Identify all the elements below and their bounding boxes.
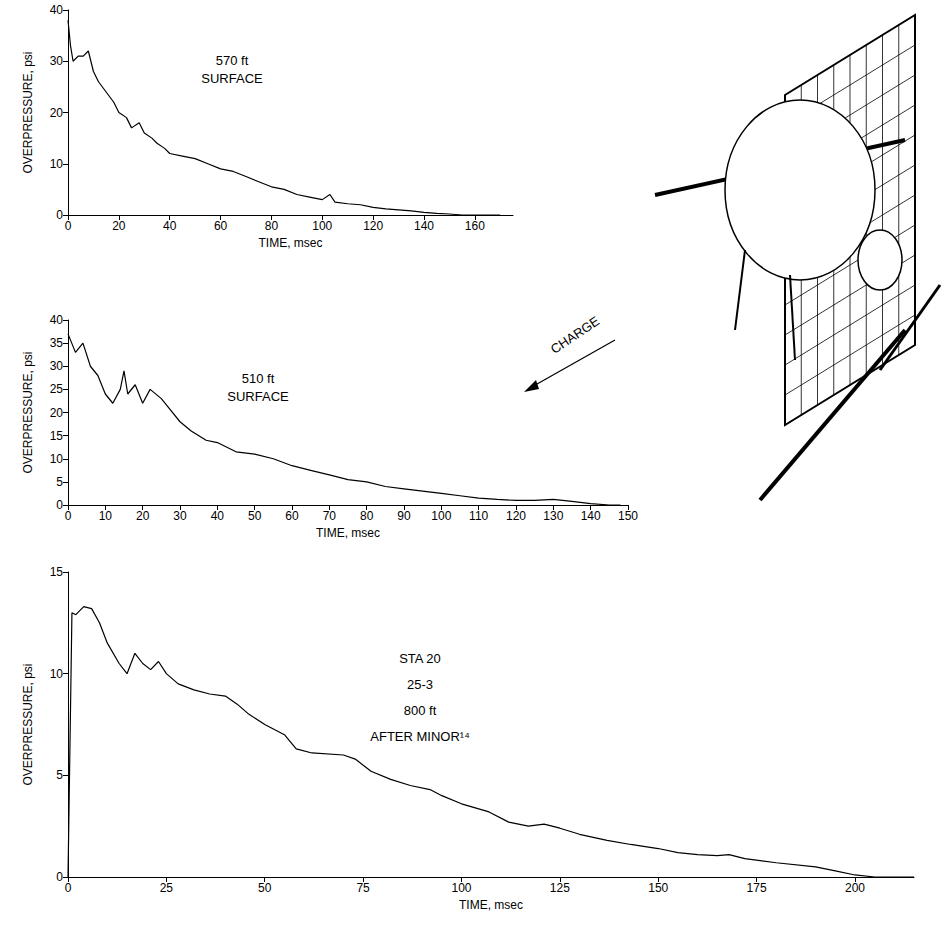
svg-text:25-3: 25-3 bbox=[407, 677, 433, 692]
svg-text:0: 0 bbox=[65, 881, 72, 895]
svg-text:125: 125 bbox=[550, 881, 570, 895]
svg-text:150: 150 bbox=[648, 881, 668, 895]
svg-text:SURFACE: SURFACE bbox=[227, 389, 289, 404]
svg-text:OVERPRESSURE, psi: OVERPRESSURE, psi bbox=[21, 51, 35, 173]
svg-text:30: 30 bbox=[50, 359, 64, 373]
svg-text:0: 0 bbox=[56, 498, 63, 512]
svg-text:510 ft: 510 ft bbox=[242, 371, 275, 386]
svg-text:110: 110 bbox=[469, 509, 488, 523]
svg-text:TIME, msec: TIME, msec bbox=[316, 526, 380, 540]
svg-text:140: 140 bbox=[414, 219, 434, 233]
svg-text:TIME, msec: TIME, msec bbox=[459, 898, 523, 912]
svg-text:20: 20 bbox=[112, 219, 126, 233]
svg-text:10: 10 bbox=[99, 509, 113, 523]
svg-text:5: 5 bbox=[56, 475, 63, 489]
svg-text:200: 200 bbox=[845, 881, 865, 895]
svg-text:AFTER MINOR¹⁴: AFTER MINOR¹⁴ bbox=[370, 729, 469, 744]
svg-text:75: 75 bbox=[356, 881, 370, 895]
svg-text:10: 10 bbox=[50, 667, 64, 681]
svg-text:80: 80 bbox=[265, 219, 279, 233]
svg-text:800 ft: 800 ft bbox=[404, 703, 437, 718]
svg-text:30: 30 bbox=[50, 54, 64, 68]
svg-text:40: 40 bbox=[163, 219, 177, 233]
svg-text:40: 40 bbox=[211, 509, 225, 523]
svg-text:35: 35 bbox=[50, 336, 64, 350]
svg-text:60: 60 bbox=[285, 509, 299, 523]
svg-text:0: 0 bbox=[65, 509, 72, 523]
svg-text:70: 70 bbox=[323, 509, 337, 523]
svg-text:STA 20: STA 20 bbox=[399, 651, 441, 666]
svg-text:10: 10 bbox=[50, 452, 64, 466]
svg-text:TIME, msec: TIME, msec bbox=[258, 236, 322, 250]
svg-text:CHARGE: CHARGE bbox=[548, 313, 603, 357]
svg-text:40: 40 bbox=[50, 313, 64, 327]
svg-text:100: 100 bbox=[312, 219, 332, 233]
svg-text:30: 30 bbox=[173, 509, 187, 523]
svg-text:60: 60 bbox=[214, 219, 228, 233]
svg-text:0: 0 bbox=[56, 870, 63, 884]
svg-text:80: 80 bbox=[360, 509, 374, 523]
svg-text:50: 50 bbox=[248, 509, 262, 523]
svg-text:10: 10 bbox=[50, 157, 64, 171]
svg-text:5: 5 bbox=[56, 768, 63, 782]
svg-text:175: 175 bbox=[747, 881, 767, 895]
svg-text:0: 0 bbox=[56, 208, 63, 222]
svg-text:120: 120 bbox=[363, 219, 383, 233]
svg-text:20: 20 bbox=[50, 406, 64, 420]
svg-text:570 ft: 570 ft bbox=[216, 53, 249, 68]
svg-text:15: 15 bbox=[50, 429, 64, 443]
svg-text:25: 25 bbox=[160, 881, 174, 895]
svg-text:0: 0 bbox=[65, 219, 72, 233]
svg-text:OVERPRESSURE, psi: OVERPRESSURE, psi bbox=[21, 663, 35, 785]
svg-text:20: 20 bbox=[50, 106, 64, 120]
svg-text:100: 100 bbox=[431, 509, 451, 523]
svg-text:150: 150 bbox=[618, 509, 638, 523]
svg-text:130: 130 bbox=[543, 509, 563, 523]
svg-text:140: 140 bbox=[581, 509, 601, 523]
svg-text:OVERPRESSURE, psi: OVERPRESSURE, psi bbox=[21, 351, 35, 473]
svg-text:SURFACE: SURFACE bbox=[201, 71, 263, 86]
svg-text:50: 50 bbox=[258, 881, 272, 895]
svg-text:90: 90 bbox=[397, 509, 411, 523]
svg-text:25: 25 bbox=[50, 382, 64, 396]
svg-text:15: 15 bbox=[50, 565, 64, 579]
svg-text:100: 100 bbox=[451, 881, 471, 895]
svg-text:160: 160 bbox=[465, 219, 485, 233]
svg-text:120: 120 bbox=[506, 509, 526, 523]
svg-text:40: 40 bbox=[50, 3, 64, 17]
svg-text:20: 20 bbox=[136, 509, 150, 523]
